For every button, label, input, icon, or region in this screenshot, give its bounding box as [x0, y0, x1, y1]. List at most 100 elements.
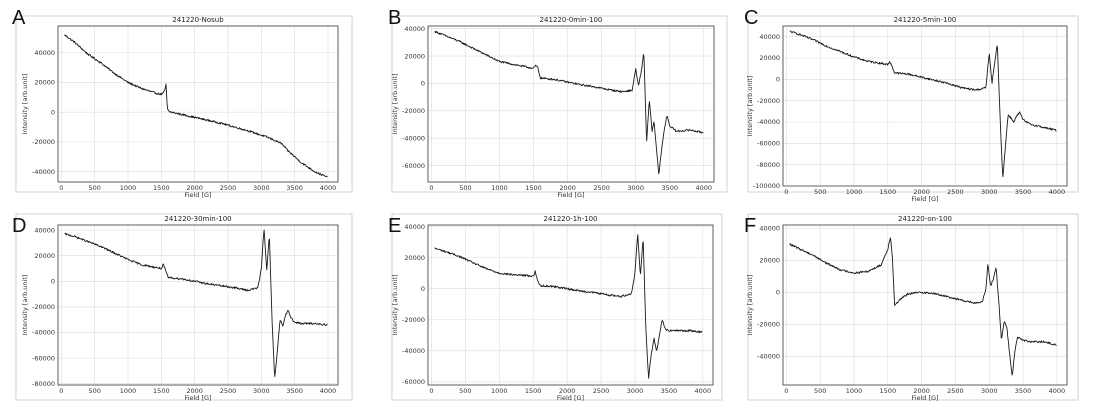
- y-tick-label: 40000: [34, 49, 55, 57]
- plot-area: [782, 224, 1068, 386]
- x-tick-label: 4000: [320, 387, 337, 395]
- chart-title: 241220-on-100: [898, 215, 952, 223]
- x-tick-label: 1000: [846, 387, 863, 395]
- y-tick-label: 20000: [404, 52, 425, 60]
- x-tick-label: 1500: [525, 184, 542, 192]
- x-tick-label: 3500: [661, 184, 678, 192]
- y-axis-label: Intensity [arb.unit]: [391, 74, 399, 135]
- x-axis-label: Field [G]: [557, 191, 584, 199]
- x-tick-label: 1500: [153, 387, 170, 395]
- y-tick-label: -80000: [32, 380, 55, 388]
- plot-border: [57, 224, 339, 386]
- x-tick-label: 3500: [1015, 387, 1032, 395]
- x-tick-label: 0: [429, 387, 433, 395]
- x-tick-label: 0: [59, 387, 63, 395]
- chart-title: 241220-1h-100: [543, 215, 597, 223]
- x-tick-label: 500: [88, 387, 100, 395]
- x-tick-label: 2500: [947, 387, 964, 395]
- x-tick-label: 4000: [1049, 188, 1066, 196]
- panel-e: E 241220-1h-100 0 500 1000 1500 2000 2500 3000 35…: [388, 213, 723, 402]
- x-tick-label: 3500: [661, 387, 678, 395]
- x-tick-label: 2500: [947, 188, 964, 196]
- x-tick-label: 500: [459, 184, 471, 192]
- y-tick-label: 40000: [404, 223, 425, 231]
- y-tick-label: 20000: [34, 252, 55, 260]
- plot-border: [427, 224, 714, 386]
- y-tick-label: -20000: [402, 316, 425, 324]
- x-tick-label: 3000: [981, 387, 998, 395]
- y-tick-label: 40000: [759, 224, 780, 232]
- x-tick-label: 1000: [846, 188, 863, 196]
- panel-a: A 241220-Nosub 0 500 1000 1500 2000 2500 3000 350…: [12, 7, 353, 199]
- series-line: [434, 234, 703, 379]
- y-axis-label: Intensity [arb.unit]: [746, 275, 754, 336]
- y-tick-label: 0: [421, 80, 425, 88]
- panel-letter: C: [744, 7, 758, 29]
- y-tick-label: -40000: [32, 329, 55, 337]
- x-tick-label: 3000: [627, 387, 644, 395]
- chart-title: 241220-5min-100: [894, 16, 957, 24]
- y-tick-label: -40000: [757, 118, 780, 126]
- series-line: [64, 34, 328, 178]
- chart-title: 241220-Nosub: [172, 16, 224, 24]
- x-tick-label: 3500: [1015, 188, 1032, 196]
- panel-letter: A: [12, 7, 26, 29]
- x-tick-label: 1500: [880, 387, 897, 395]
- x-tick-label: 2000: [913, 188, 930, 196]
- y-tick-label: -20000: [757, 97, 780, 105]
- y-tick-label: -40000: [757, 352, 780, 360]
- panel-frame: [747, 15, 1079, 193]
- y-tick-label: -60000: [402, 378, 425, 386]
- y-tick-label: 0: [776, 76, 780, 84]
- y-tick-label: -60000: [757, 140, 780, 148]
- y-tick-label: -20000: [402, 107, 425, 115]
- x-axis-label: Field [G]: [911, 195, 938, 203]
- y-axis-label: Intensity [arb.unit]: [21, 74, 29, 135]
- x-tick-label: 500: [459, 387, 471, 395]
- y-tick-label: 0: [51, 278, 55, 286]
- y-tick-label: 40000: [404, 25, 425, 33]
- panel-c: C 241220-5min-100 0 500 1000 1500 2000 2500 3000…: [744, 7, 1079, 203]
- y-tick-label: -60000: [402, 162, 425, 170]
- panel-b: B 241220-0min-100 0 500 1000 1500 2000 2500 3000…: [388, 7, 728, 199]
- x-tick-label: 1000: [120, 184, 137, 192]
- panel-frame: [15, 213, 353, 401]
- x-tick-label: 3500: [286, 387, 303, 395]
- x-tick-label: 2500: [220, 387, 237, 395]
- x-tick-label: 0: [784, 387, 788, 395]
- x-tick-label: 2000: [559, 387, 576, 395]
- panel-letter: F: [744, 215, 756, 237]
- x-tick-label: 2000: [186, 387, 203, 395]
- y-tick-label: 20000: [404, 254, 425, 262]
- plot-area: [782, 25, 1068, 187]
- y-tick-label: -40000: [402, 134, 425, 142]
- y-tick-label: -100000: [753, 182, 780, 190]
- y-tick-label: -60000: [32, 354, 55, 362]
- x-tick-label: 2000: [559, 184, 576, 192]
- x-tick-label: 1500: [525, 387, 542, 395]
- plot-border: [782, 224, 1068, 386]
- x-tick-label: 3000: [253, 387, 270, 395]
- x-axis-label: Field [G]: [184, 191, 211, 199]
- panel-letter: D: [12, 215, 26, 237]
- x-tick-label: 2000: [186, 184, 203, 192]
- x-tick-label: 4000: [320, 184, 337, 192]
- x-tick-label: 3000: [253, 184, 270, 192]
- x-axis-label: Field [G]: [911, 394, 938, 402]
- chart-title: 241220-0min-100: [540, 16, 603, 24]
- x-tick-label: 1000: [491, 387, 508, 395]
- plot-area: [57, 224, 339, 386]
- series-line: [789, 30, 1057, 178]
- x-axis-label: Field [G]: [557, 394, 584, 402]
- y-axis-label: Intensity [arb.unit]: [746, 76, 754, 137]
- x-tick-label: 2500: [593, 184, 610, 192]
- y-tick-label: -20000: [757, 320, 780, 328]
- panel-frame: [391, 213, 723, 401]
- plot-border: [782, 25, 1068, 187]
- x-tick-label: 0: [59, 184, 63, 192]
- series-line: [434, 30, 704, 175]
- y-axis-label: Intensity [arb.unit]: [21, 275, 29, 336]
- panel-frame: [747, 213, 1079, 401]
- x-tick-label: 1500: [880, 188, 897, 196]
